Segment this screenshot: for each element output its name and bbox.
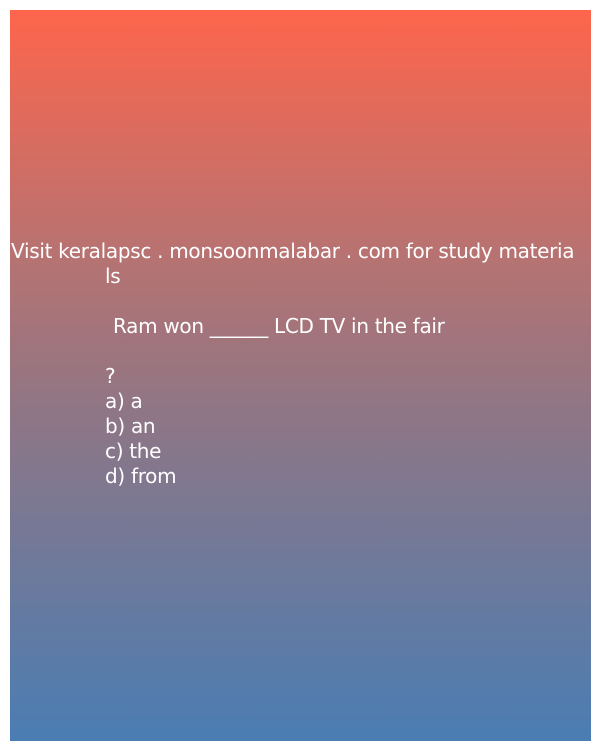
- option-a: a) a: [105, 389, 143, 413]
- question-text: Ram won ______ LCD TV in the fair: [113, 314, 445, 338]
- option-c: c) the: [105, 439, 162, 463]
- question-card: Visit keralapsc . monsoonmalabar . com f…: [10, 10, 591, 741]
- option-b: b) an: [105, 414, 156, 438]
- promo-text-line-1: Visit keralapsc . monsoonmalabar . com f…: [11, 239, 575, 263]
- option-d: d) from: [105, 464, 177, 488]
- question-mark: ?: [105, 364, 116, 388]
- promo-text-line-2: ls: [105, 264, 121, 288]
